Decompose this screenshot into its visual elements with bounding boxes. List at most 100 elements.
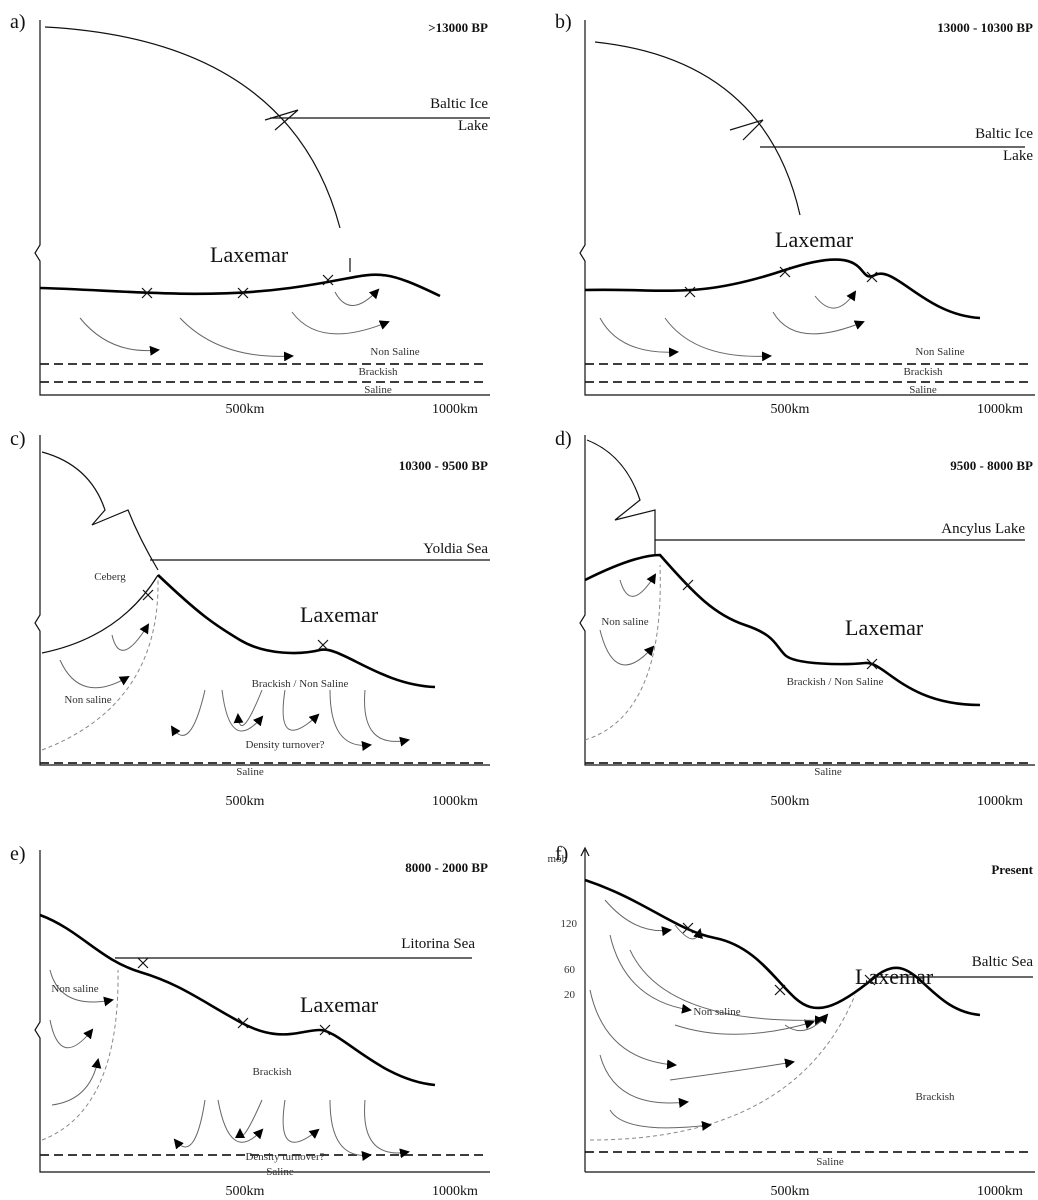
flow-arrow — [52, 1060, 98, 1105]
distance-label: 1000km — [977, 402, 1023, 417]
flow-arrow — [600, 318, 677, 352]
panel-letter: c) — [10, 428, 26, 450]
ice-shoreline — [45, 27, 340, 228]
distance-label: 500km — [226, 794, 265, 809]
flow-arrow — [238, 690, 262, 726]
panel-letter: e) — [10, 843, 26, 865]
flow-arrow — [80, 318, 158, 351]
water-zone: Brackish — [903, 366, 943, 378]
flow-arrow — [283, 690, 318, 730]
period: >13000 BP — [428, 20, 488, 35]
panel-letter: d) — [555, 428, 572, 450]
water-zone: Brackish — [915, 1091, 955, 1103]
panel: a) >13000 BP Baltic Ice Lake Laxemar Non Sali… — [10, 11, 490, 417]
site-cross — [683, 580, 693, 590]
distance-label: 500km — [226, 402, 265, 417]
water-body: Baltic Sea — [972, 954, 1034, 970]
distance-label: 1000km — [977, 1184, 1023, 1199]
flow-arrow — [670, 1062, 793, 1080]
panel-letter: a) — [10, 11, 26, 33]
water-zone: Non Saline — [370, 346, 419, 358]
flow-arrow — [773, 312, 863, 334]
axis-frame — [580, 435, 1035, 765]
water-body: Lake — [1003, 148, 1033, 164]
water-zone: Brackish / Non Saline — [252, 678, 349, 690]
flow-arrow — [610, 935, 690, 1010]
freshwater-boundary — [42, 970, 118, 1140]
elevation-tick: 120 — [561, 918, 578, 930]
flow-arrow — [218, 1100, 262, 1142]
ground-profile — [585, 880, 980, 1015]
flow-arrow — [172, 690, 205, 735]
water-zone: Non saline — [51, 983, 98, 995]
distance-label: 500km — [226, 1184, 265, 1199]
diagram: a) >13000 BP Baltic Ice Lake Laxemar Non Sali… — [0, 0, 1038, 1200]
period: Present — [991, 862, 1033, 877]
water-body: Ancylus Lake — [941, 521, 1025, 537]
distance-label: 500km — [771, 402, 810, 417]
panel: e) 8000 - 2000 BP Litorina Sea Laxemar Non s… — [10, 843, 490, 1199]
water-zone: Non Saline — [915, 346, 964, 358]
ice-shoreline — [587, 440, 655, 555]
ice-shoreline — [265, 110, 298, 130]
flow-arrow — [335, 290, 378, 306]
flow-arrow — [610, 1110, 710, 1128]
elevation-tick: 60 — [564, 964, 576, 976]
distance-label: 1000km — [432, 794, 478, 809]
axis-frame — [35, 850, 490, 1172]
ground-profile — [585, 260, 980, 318]
flow-arrow — [222, 690, 262, 731]
water-zone: Non saline — [693, 1006, 740, 1018]
water-body: Baltic Ice — [430, 96, 488, 112]
flow-arrow — [240, 1100, 262, 1136]
water-zone: Saline — [816, 1156, 844, 1168]
flow-arrow — [590, 990, 675, 1065]
site-label: Laxemar — [855, 964, 934, 989]
water-zone: Brackish — [358, 366, 398, 378]
distance-label: 1000km — [432, 1184, 478, 1199]
water-zone: Density turnover? — [245, 739, 324, 751]
water-zone: Brackish / Non Saline — [787, 676, 884, 688]
water-zone: Saline — [364, 384, 392, 396]
flow-arrow — [175, 1100, 205, 1147]
period: 10300 - 9500 BP — [399, 458, 488, 473]
flow-arrow — [785, 1015, 827, 1031]
axis-frame — [35, 435, 490, 765]
flow-arrow — [665, 318, 770, 356]
site-label: Laxemar — [300, 992, 379, 1017]
flow-arrow — [292, 312, 388, 334]
flow-arrow — [815, 292, 855, 308]
axis-frame — [580, 20, 1035, 395]
site-label: Laxemar — [210, 242, 289, 267]
water-zone: Brackish — [252, 1066, 292, 1078]
distance-label: 500km — [771, 1184, 810, 1199]
flow-arrow — [60, 660, 128, 688]
water-zone: Density turnover? — [245, 1151, 324, 1163]
site-cross — [775, 985, 785, 995]
period: 9500 - 8000 BP — [950, 458, 1033, 473]
water-body: Litorina Sea — [401, 936, 475, 952]
flow-arrow — [50, 1020, 92, 1048]
water-body: Yoldia Sea — [423, 541, 488, 557]
flow-arrow — [112, 625, 148, 650]
flow-arrow — [620, 575, 655, 596]
water-zone: Non saline — [64, 694, 111, 706]
water-body: Baltic Ice — [975, 126, 1033, 142]
panel: b) 13000 - 10300 BP Baltic Ice Lake Laxemar N… — [555, 11, 1035, 417]
site-label: Laxemar — [775, 227, 854, 252]
water-body: Lake — [458, 118, 488, 134]
water-zone: Saline — [236, 766, 264, 778]
freshwater-boundary — [42, 580, 158, 750]
ice-label: Ceberg — [94, 571, 126, 583]
flow-arrow — [600, 630, 653, 665]
ice-shoreline — [595, 42, 800, 215]
water-zone: Saline — [814, 766, 842, 778]
site-cross — [685, 287, 695, 297]
period: 13000 - 10300 BP — [937, 20, 1033, 35]
period: 8000 - 2000 BP — [405, 860, 488, 875]
panel-letter: b) — [555, 11, 572, 33]
ice-shoreline — [42, 452, 158, 570]
